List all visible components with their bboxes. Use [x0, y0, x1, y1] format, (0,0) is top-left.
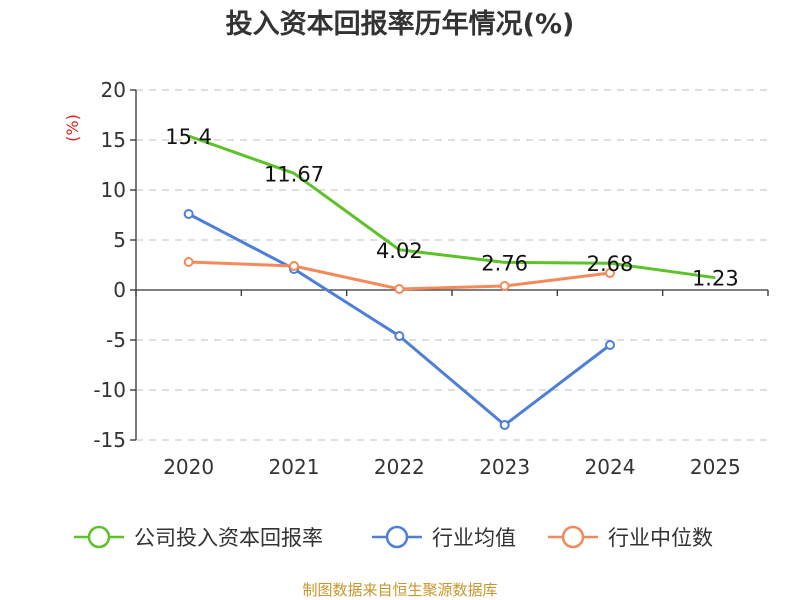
series-line	[188, 134, 716, 280]
y-tick-label: 5	[113, 228, 126, 252]
data-source-note: 制图数据来自恒生聚源数据库	[302, 581, 497, 599]
chart-title: 投入资本回报率历年情况(%)	[226, 8, 575, 40]
y-axis-unit-label: (%)	[63, 114, 82, 142]
legend-label: 行业均值	[432, 526, 516, 550]
axes: 20 15 10 5 0 -5 -10 -15 2020 2021 2022 2023 2024 2025	[93, 78, 769, 479]
x-tick-label: 2021	[269, 455, 320, 479]
legend-swatch-marker	[385, 525, 409, 549]
y-tick-label: -15	[93, 428, 126, 452]
x-tick-label: 2022	[374, 455, 425, 479]
x-tick-label: 2025	[690, 455, 741, 479]
data-point	[499, 281, 510, 291]
data-label: 4.02	[376, 239, 423, 263]
series-lines	[183, 134, 716, 430]
data-label: 2.68	[587, 252, 634, 276]
data-label: 11.67	[264, 162, 324, 186]
legend: 公司投入资本回报率 行业均值 行业中位数	[74, 525, 713, 550]
legend-swatch-marker	[87, 525, 111, 549]
data-label: 15.4	[165, 125, 212, 149]
data-point	[605, 340, 615, 350]
data-label: 1.23	[692, 267, 739, 291]
data-point	[289, 261, 299, 271]
x-tick-label: 2023	[479, 455, 530, 479]
legend-swatch-marker	[561, 525, 585, 549]
x-tick-label: 2024	[585, 455, 636, 479]
data-point	[183, 257, 194, 267]
legend-label: 公司投入资本回报率	[134, 526, 323, 550]
y-tick-label: 20	[101, 78, 126, 102]
y-tick-label: -5	[106, 328, 126, 352]
y-tick-label: 15	[101, 128, 126, 152]
y-tick-label: 10	[101, 178, 126, 202]
data-point	[394, 331, 405, 341]
x-tick-label: 2020	[163, 455, 214, 479]
y-tick-label: 0	[113, 278, 126, 302]
data-point	[183, 209, 194, 219]
y-tick-label: -10	[93, 378, 126, 402]
data-label: 2.76	[481, 251, 528, 275]
data-labels: 15.4 11.67 4.02 2.76 2.68 1.23	[165, 125, 738, 291]
data-point	[394, 284, 405, 294]
legend-label: 行业中位数	[608, 526, 713, 550]
data-point	[499, 420, 510, 430]
data-point	[605, 268, 615, 278]
